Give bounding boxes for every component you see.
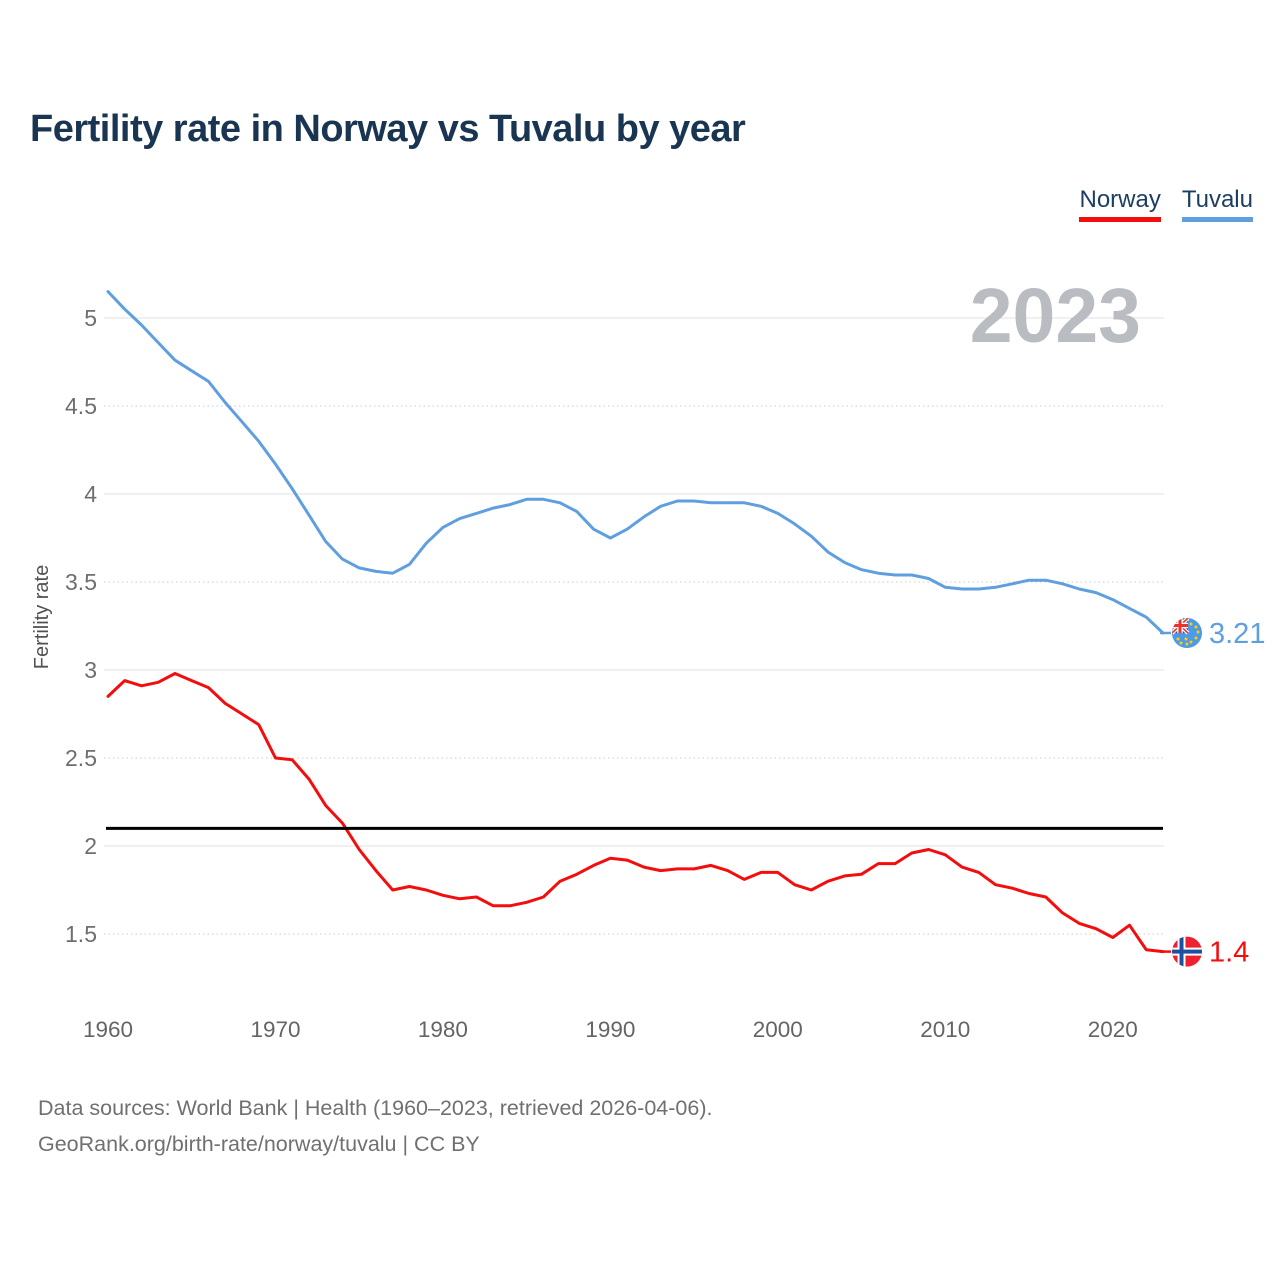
norway-end-value: 1.4 [1209, 937, 1249, 969]
x-tick-label: 1970 [250, 1017, 300, 1042]
y-tick-label: 4.5 [65, 393, 97, 419]
norway-line [106, 672, 1165, 954]
y-tick-label: 4 [84, 481, 97, 507]
x-tick-label: 1980 [418, 1017, 468, 1042]
y-axis-title: Fertility rate [31, 565, 53, 669]
chart-title: Fertility rate in Norway vs Tuvalu by ye… [30, 108, 746, 150]
tuvalu-flag-icon [1172, 618, 1202, 649]
x-tick-label: 2000 [753, 1017, 803, 1042]
legend-item-tuvalu[interactable]: Tuvalu [1181, 186, 1253, 222]
x-tick-label: 1960 [83, 1017, 133, 1042]
legend-label: Tuvalu [1181, 186, 1253, 213]
x-tick-label: 1990 [585, 1017, 635, 1042]
legend: Norway Tuvalu [1079, 186, 1253, 222]
norway-flag-icon [1172, 936, 1202, 967]
y-tick-label: 2.5 [65, 745, 97, 771]
watermark-year: 2023 [970, 273, 1141, 359]
y-tick-label: 2 [84, 833, 97, 859]
y-tick-label: 1.5 [65, 921, 97, 947]
y-tick-label: 5 [84, 305, 97, 331]
footer-attribution: GeoRank.org/birth-rate/norway/tuvalu | C… [38, 1132, 480, 1156]
y-tick-label: 3 [84, 657, 97, 683]
tuvalu-line [106, 290, 1165, 635]
legend-label: Norway [1079, 186, 1161, 213]
y-tick-label: 3.5 [65, 569, 97, 595]
tuvalu-end-value: 3.21 [1209, 618, 1265, 650]
x-tick-label: 2010 [920, 1017, 970, 1042]
legend-item-norway[interactable]: Norway [1079, 186, 1161, 222]
footer-data-sources: Data sources: World Bank | Health (1960–… [38, 1096, 713, 1120]
x-tick-label: 2020 [1088, 1017, 1138, 1042]
footer: Data sources: World Bank | Health (1960–… [38, 1090, 712, 1162]
